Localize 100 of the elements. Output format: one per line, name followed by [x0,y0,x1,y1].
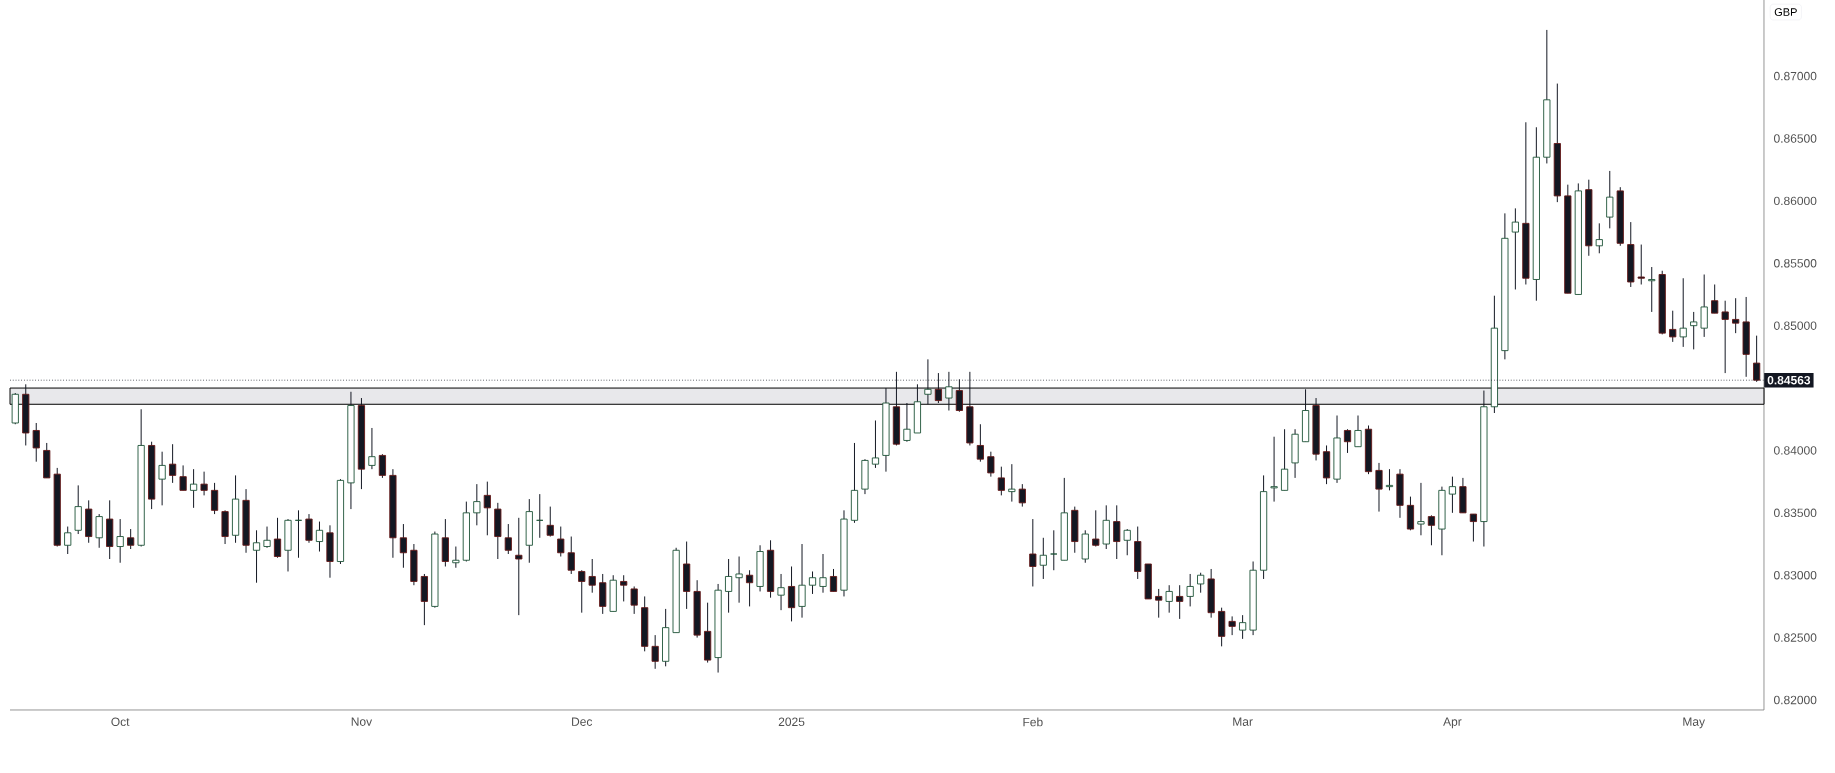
candlestick [1354,415,1362,448]
candlestick [819,553,827,594]
candlestick [32,422,40,463]
x-tick-label: 2025 [778,717,805,727]
candlestick [1732,297,1740,334]
candlestick [1092,509,1100,548]
candlestick [1711,283,1719,314]
x-tick-label: Dec [572,717,593,726]
candlestick [987,451,995,478]
candlestick [546,506,554,538]
candlestick [1029,518,1037,587]
candlestick [808,570,817,595]
candlestick [1700,274,1708,338]
candlestick [504,523,512,555]
candlestick [179,464,187,491]
candlestick [305,513,313,544]
y-tick-label: 0.83000 [1773,570,1817,580]
candlestick [578,569,586,614]
candlestick [473,483,481,526]
x-tick-label: Nov [351,717,373,726]
candlestick [787,565,796,622]
candlestick [1197,572,1205,594]
candlestick [1270,436,1278,503]
y-tick-label: 0.82500 [1773,633,1817,642]
candlestick [116,518,124,564]
y-tick-label: 0.87000 [1773,71,1817,81]
candlestick [588,558,596,594]
candlestick [1280,428,1289,491]
y-tick-label: 0.85500 [1773,259,1817,268]
candlestick [378,453,387,479]
candlestick [1427,514,1436,546]
candlestick [1375,462,1383,513]
candlestick [1039,537,1047,580]
candlestick [1176,584,1184,620]
candlestick [368,427,376,470]
candlestick [829,568,838,592]
candlestick [1050,529,1058,571]
candlestick [399,523,407,569]
ref-line-label: 0.84563 [1767,375,1811,385]
candlestick [630,585,638,615]
y-tick-label: 0.86000 [1773,196,1817,206]
candlestick [1186,573,1194,607]
candlestick [777,573,785,611]
x-tick-label: Feb [1023,717,1043,727]
candlestick [903,402,911,443]
candlestick [1228,615,1236,636]
candlestick [441,518,449,567]
y-tick-label: 0.85000 [1773,321,1817,330]
candlestick [95,513,103,549]
y-tick-label: 0.84000 [1773,446,1817,455]
candlestick [798,543,806,619]
candlestick [1165,584,1173,614]
candlestick [1385,468,1394,491]
candlestick [1469,513,1477,543]
candlestick [315,521,324,553]
candlestick [190,468,198,509]
candlestick [452,546,460,569]
candlestick [735,556,743,604]
candlestick [1679,277,1687,348]
candlestick [976,423,984,463]
candlestick [567,536,575,575]
candlestick [1406,496,1415,531]
candlestick [871,420,880,469]
candlestick [1123,528,1131,556]
candlestick [263,526,271,549]
candlestick [200,471,208,496]
x-tick-label: Mar [1233,717,1253,726]
y-axis-title: GBP [1774,8,1797,16]
candlestick [252,529,261,584]
candlestick [1155,588,1163,619]
candlestick [651,634,659,670]
candlestick [1606,170,1614,229]
candlestick [1239,614,1247,640]
candlestick [620,574,628,602]
candlestick [127,528,135,550]
candlestick [1669,310,1677,343]
candlestick [1648,266,1656,313]
candlestick [1595,222,1603,254]
x-tick-label: Apr [1443,717,1462,729]
candlestick [74,484,82,535]
candlestick [483,481,491,536]
y-tick-label: 0.82000 [1773,695,1817,705]
x-tick-label: May [1683,717,1706,729]
candlestick [557,526,565,558]
candlestick [1018,483,1026,508]
candlestick [1343,428,1352,454]
candlestick [1637,244,1645,285]
candlestick [1721,300,1729,374]
candlestick [1511,207,1519,290]
candlestick [210,482,219,515]
candlestick [725,558,733,614]
x-tick-label: Oct [111,717,130,727]
candlestick [169,443,177,484]
y-tick-label: 0.86500 [1773,134,1817,143]
candlestick [1113,504,1121,560]
candlestick [599,573,607,615]
y-tick-label: 0.83500 [1773,508,1817,518]
candlestick [273,517,282,559]
candlestick [1448,476,1457,514]
candlestick [1690,311,1698,350]
